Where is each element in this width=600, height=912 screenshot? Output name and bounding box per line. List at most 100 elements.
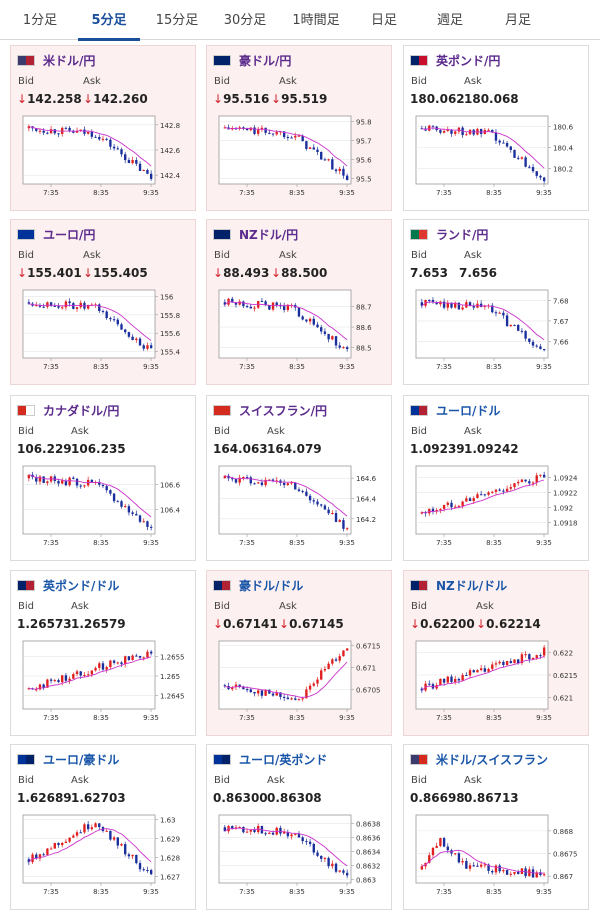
plot-frame: [218, 814, 352, 884]
rate-card: ユーロ/豪ドル Bid Ask 1.62689 1.62703 1.63 1.629 1.62…: [10, 744, 196, 910]
candle-body: [535, 655, 538, 658]
pair-name-link[interactable]: 英ポンド/円: [436, 53, 501, 68]
price-chart[interactable]: 106.6 106.4 7:35 8:35 9:35: [19, 462, 187, 552]
candle-body: [231, 687, 234, 690]
bid-label: Bid: [18, 601, 34, 612]
plot-frame: [218, 640, 352, 710]
flag-icon: [213, 753, 231, 765]
tab-7[interactable]: 月足: [504, 13, 531, 28]
candle-body: [149, 651, 153, 654]
pair-name-link[interactable]: NZドル/ドル: [436, 578, 508, 593]
tab-3[interactable]: 30分足: [223, 13, 267, 28]
candle-body: [334, 863, 338, 872]
candle-body: [231, 826, 234, 829]
pair-name-link[interactable]: 米ドル/スイスフラン: [436, 752, 549, 767]
price-chart[interactable]: 95.8 95.7 95.6 95.5 7:35 8:35 9:35: [215, 112, 383, 202]
candle-body: [439, 838, 442, 846]
candle-body: [268, 305, 271, 310]
y-tick-label: 180.4: [553, 144, 574, 152]
price-chart[interactable]: 156 155.8 155.6 155.4 7:35 8:35 9:35: [19, 286, 187, 376]
x-tick-label: 7:35: [43, 539, 59, 547]
x-tick-label: 8:35: [486, 189, 502, 197]
pair-name-link[interactable]: スイスフラン/円: [239, 403, 328, 418]
candle-body: [468, 670, 472, 676]
tab-5[interactable]: 日足: [370, 13, 397, 28]
x-tick-label: 7:35: [43, 189, 59, 197]
candle-body: [446, 502, 449, 505]
price-chart[interactable]: 164.6 164.4 164.2 7:35 8:35 9:35: [215, 462, 383, 552]
candle-body: [61, 307, 64, 309]
pair-name-link[interactable]: 豪ドル/円: [239, 53, 292, 68]
pair-name-link[interactable]: ユーロ/ドル: [436, 403, 501, 418]
pair-name-link[interactable]: 米ドル/円: [43, 53, 96, 68]
candle-body: [245, 306, 249, 308]
candle-body: [524, 157, 527, 167]
price-chart[interactable]: 0.6715 0.671 0.6705 7:35 8:35 9:35: [215, 637, 383, 727]
candle-body: [101, 311, 105, 313]
price-chart[interactable]: 0.868 0.8675 0.867 7:35 8:35 9:35: [412, 811, 580, 901]
ask-value: 1.26579: [71, 617, 126, 631]
y-tick-label: 0.621: [553, 695, 573, 703]
candle-body: [61, 480, 64, 484]
candle-body: [124, 329, 127, 333]
candle-body: [127, 854, 131, 857]
candle-body: [431, 847, 435, 856]
ask-label: Ask: [279, 250, 297, 261]
candle-body: [483, 864, 487, 866]
candle-body: [42, 854, 45, 856]
candle-body: [238, 477, 241, 483]
candle-body: [131, 160, 134, 164]
price-chart[interactable]: 7.68 7.67 7.66 7:35 8:35 9:35: [412, 286, 580, 376]
tab-0[interactable]: 1分足: [22, 13, 58, 28]
candle-body: [498, 312, 501, 314]
candle-body: [86, 674, 90, 676]
candle-body: [308, 147, 312, 149]
pair-name-link[interactable]: ユーロ/英ポンド: [239, 752, 328, 767]
price-chart[interactable]: 0.8638 0.8636 0.8634 0.8632 0.863 7:35 8:35 9:3…: [215, 811, 383, 901]
candle-body: [297, 135, 301, 137]
bid-label: Bid: [411, 426, 427, 437]
price-chart[interactable]: 142.8 142.6 142.4 7:35 8:35 9:35: [19, 112, 187, 202]
price-chart[interactable]: 1.63 1.629 1.628 1.627 7:35 8:35 9:35: [19, 811, 187, 901]
candle-body: [53, 843, 56, 849]
candle-body: [98, 137, 101, 140]
pair-name-link[interactable]: カナダドル/円: [43, 403, 120, 418]
price-chart[interactable]: 1.0924 1.0922 1.092 1.0918 7:35 8:35 9:35: [412, 462, 580, 552]
tab-1[interactable]: 5分足: [78, 0, 140, 41]
candle-body: [338, 870, 341, 872]
candle-body: [502, 490, 505, 492]
bid-label: Bid: [18, 250, 34, 261]
candle-body: [442, 838, 446, 847]
bid-value: 180.062: [410, 92, 465, 106]
bid-label: Bid: [214, 250, 230, 261]
candle-body: [491, 491, 494, 493]
pair-name-link[interactable]: 英ポンド/ドル: [43, 578, 120, 593]
price-chart[interactable]: 1.2655 1.265 1.2645 7:35 8:35 9:35: [19, 637, 187, 727]
candle-body: [249, 477, 252, 484]
candle-body: [68, 678, 71, 681]
x-tick-label: 8:35: [93, 539, 109, 547]
y-tick-label: 180.6: [553, 123, 574, 131]
tab-2[interactable]: 15分足: [155, 13, 199, 28]
bid-label: Bid: [214, 775, 230, 786]
pair-name-link[interactable]: ランド/円: [436, 227, 489, 242]
pair-name-link[interactable]: ユーロ/豪ドル: [43, 752, 120, 767]
candle-body: [502, 661, 505, 665]
tab-6[interactable]: 週足: [436, 13, 463, 28]
candle-body: [531, 869, 535, 878]
candle-body: [75, 307, 79, 309]
pair-name-link[interactable]: 豪ドル/ドル: [239, 578, 304, 593]
price-chart[interactable]: 88.7 88.6 88.5 7:35 8:35 9:35: [215, 286, 383, 376]
moving-average-line: [224, 827, 348, 867]
tab-4[interactable]: 1時間足: [292, 13, 340, 28]
pair-name-link[interactable]: NZドル/円: [239, 227, 299, 242]
candle-body: [509, 146, 512, 150]
x-tick-label: 8:35: [486, 363, 502, 371]
candle-body: [539, 655, 542, 657]
pair-name-link[interactable]: ユーロ/円: [43, 227, 96, 242]
candle-body: [98, 823, 101, 828]
price-chart[interactable]: 180.6 180.4 180.2 7:35 8:35 9:35: [412, 112, 580, 202]
price-chart-svg: 0.6715 0.671 0.6705 7:35 8:35 9:35: [218, 640, 381, 722]
price-chart[interactable]: 0.622 0.6215 0.621 7:35 8:35 9:35: [412, 637, 580, 727]
candle-body: [487, 129, 490, 131]
